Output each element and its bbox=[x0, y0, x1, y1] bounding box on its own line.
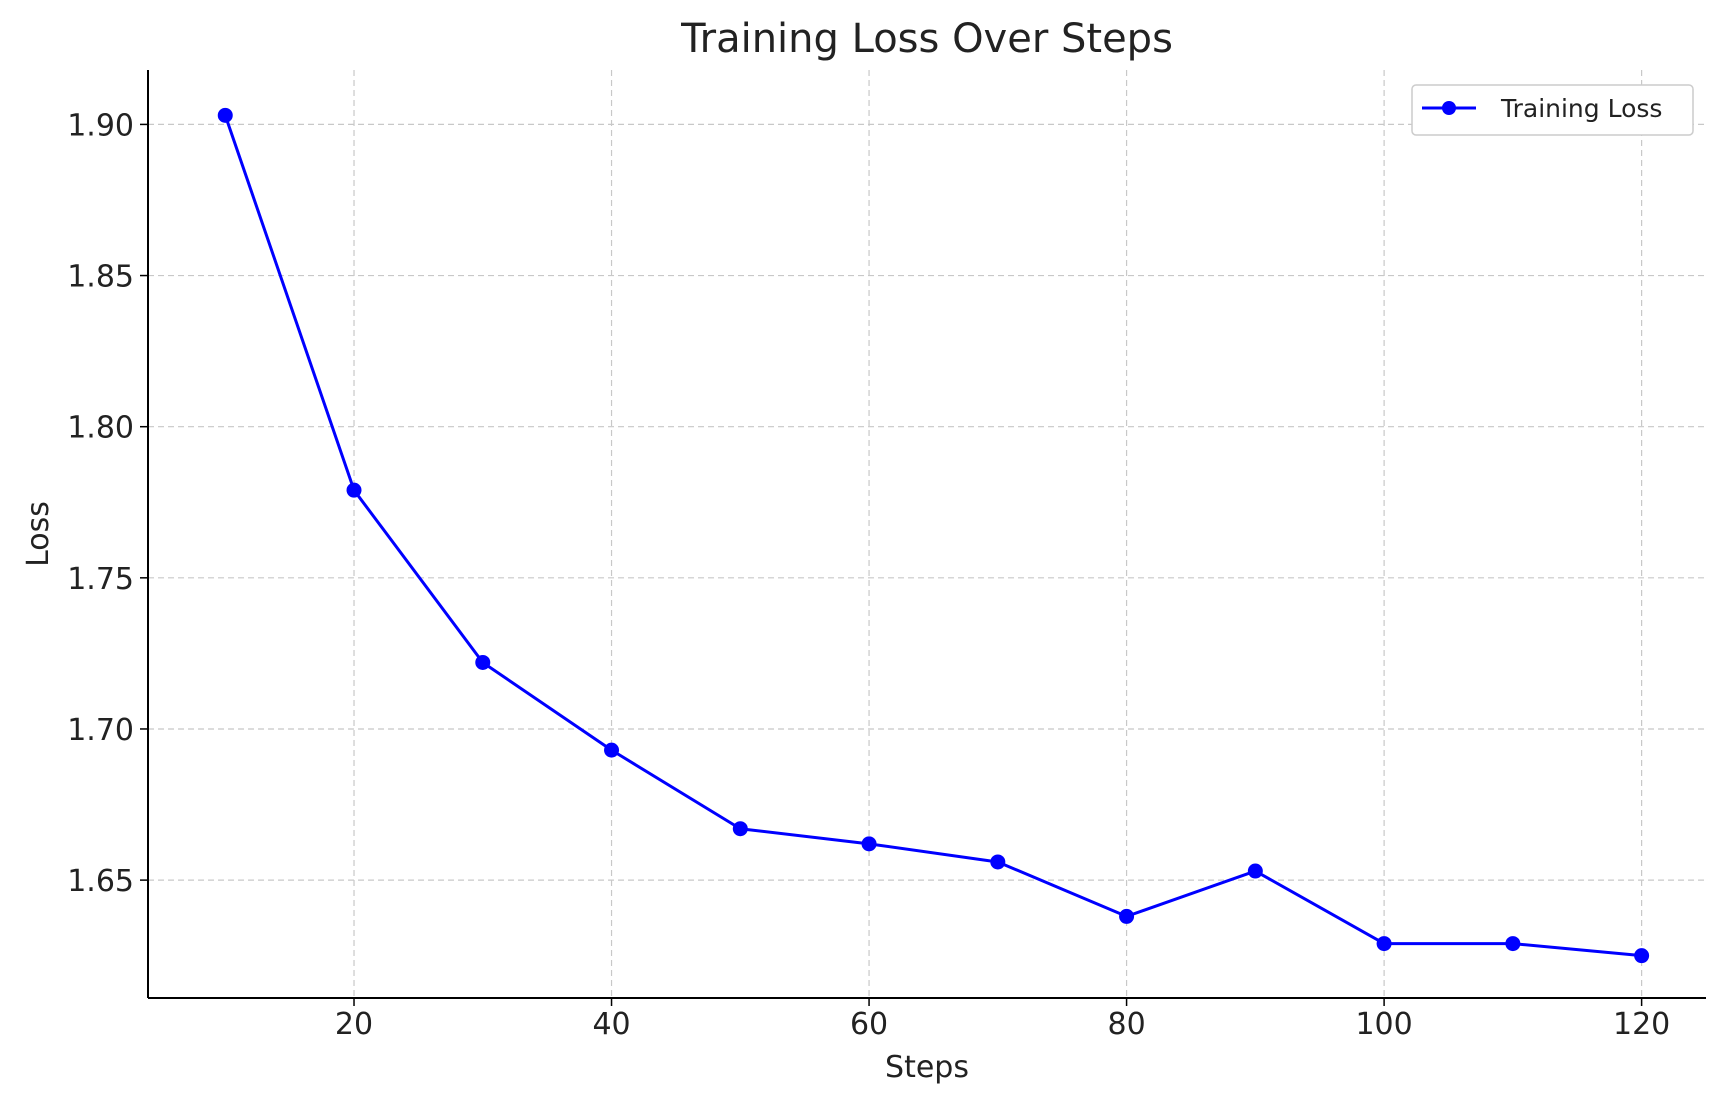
chart-title: Training Loss Over Steps bbox=[680, 16, 1173, 62]
legend-marker-icon bbox=[1442, 101, 1456, 115]
x-tick-label: 20 bbox=[335, 1007, 373, 1042]
data-point bbox=[1634, 948, 1650, 964]
x-tick-label: 40 bbox=[592, 1007, 630, 1042]
data-point bbox=[1376, 936, 1392, 952]
y-tick-label: 1.75 bbox=[67, 562, 134, 597]
data-point bbox=[217, 107, 233, 123]
data-point bbox=[732, 821, 748, 837]
data-point bbox=[475, 654, 491, 670]
data-point bbox=[990, 854, 1006, 870]
x-tick-label: 120 bbox=[1613, 1007, 1670, 1042]
data-point bbox=[861, 836, 877, 852]
data-point bbox=[1247, 863, 1263, 879]
x-tick-label: 100 bbox=[1355, 1007, 1412, 1042]
y-tick-label: 1.90 bbox=[67, 108, 134, 143]
legend-box bbox=[1411, 84, 1694, 136]
grid-layer bbox=[148, 70, 1706, 998]
y-tick-label: 1.80 bbox=[67, 411, 134, 446]
y-axis-label: Loss bbox=[21, 501, 56, 567]
data-point bbox=[1119, 908, 1135, 924]
ticks-layer: 20 40 60 80 100 120 1.65 1.70 1.75 1.80 1.85 1.90 bbox=[67, 108, 1670, 1042]
data-point bbox=[604, 742, 620, 758]
series-layer bbox=[217, 107, 1650, 964]
axes-layer bbox=[147, 70, 1706, 999]
x-tick-label: 80 bbox=[1107, 1007, 1145, 1042]
data-point bbox=[1505, 936, 1521, 952]
y-tick-label: 1.70 bbox=[67, 713, 134, 748]
x-tick-label: 60 bbox=[850, 1007, 888, 1042]
data-point bbox=[346, 482, 362, 498]
legend: Training Loss bbox=[1411, 84, 1694, 136]
y-tick-label: 1.85 bbox=[67, 260, 134, 295]
x-axis-label: Steps bbox=[885, 1050, 969, 1085]
series-line bbox=[223, 114, 1642, 958]
y-tick-label: 1.65 bbox=[67, 864, 134, 899]
legend-label: Training Loss bbox=[1500, 94, 1662, 123]
